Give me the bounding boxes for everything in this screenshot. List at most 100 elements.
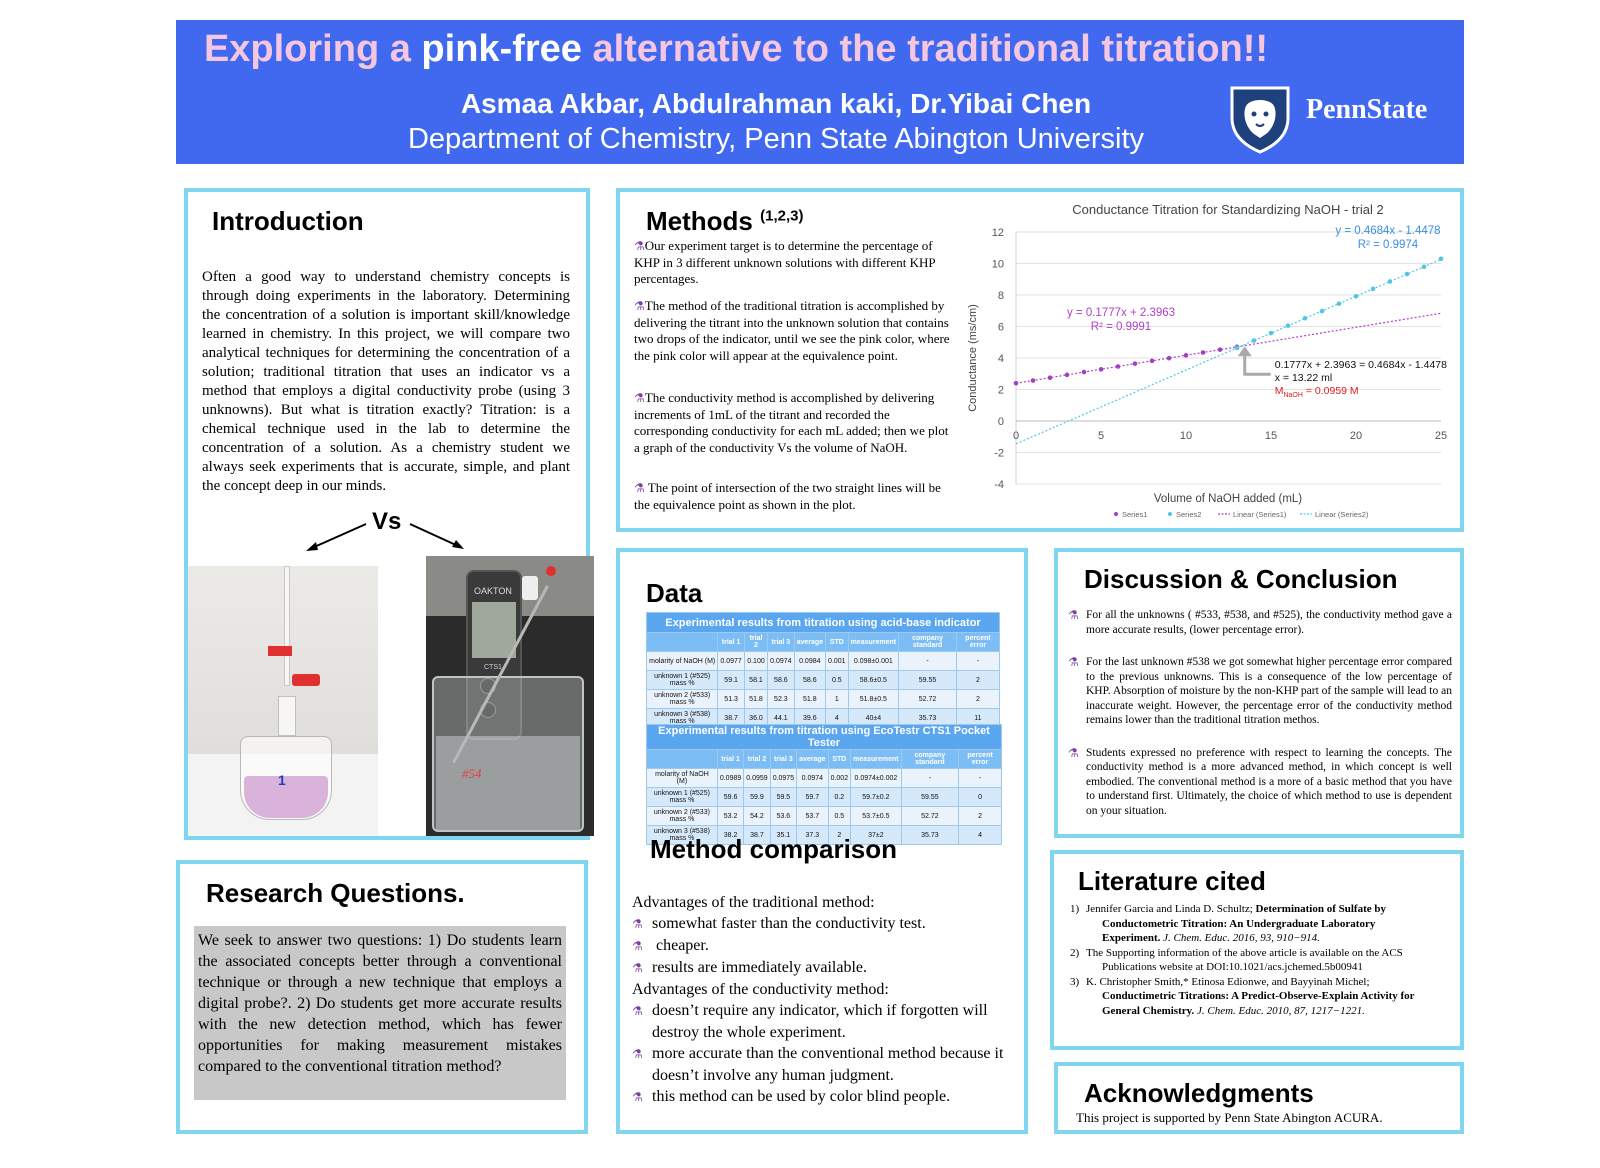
series2-point bbox=[1302, 316, 1308, 321]
table-cell: 0.2 bbox=[827, 787, 852, 807]
table-row: unknown 2 (#533) mass % 51.3 51.8 52.3 51.8… bbox=[645, 689, 1001, 709]
table-row: unknown 1 (#525) mass % 59.1 58.1 58.6 58.6… bbox=[645, 670, 1001, 690]
table-header-cell: trial 3 bbox=[767, 632, 795, 652]
table-cell: 0.001 bbox=[825, 651, 849, 671]
table-cell: 58.6±0.5 bbox=[847, 670, 900, 690]
flask-icon: ⚗ bbox=[634, 299, 645, 313]
literature-list: 1) Jennifer Garcia and Linda D. Schultz; … bbox=[1070, 902, 1436, 1018]
discussion-list: ⚗ For all the unknowns ( #533, #538, and … bbox=[1068, 608, 1452, 818]
literature-title: Literature cited bbox=[1078, 866, 1266, 896]
table-header-cell: trial 2 bbox=[743, 632, 769, 652]
x-tick-label: 20 bbox=[1350, 430, 1362, 442]
table-cell: unknown 2 (#533) mass % bbox=[645, 689, 719, 709]
annotation-arrow bbox=[1243, 352, 1271, 376]
table-cell: 37.3 bbox=[796, 825, 829, 845]
table-header-cell bbox=[645, 632, 719, 652]
table-cell: 52.72 bbox=[900, 806, 960, 826]
table-cell: 59.9 bbox=[743, 787, 771, 807]
table-cell: 53.7±0.5 bbox=[850, 806, 902, 826]
titration-flask-photo: 1 bbox=[188, 566, 378, 836]
table-cell: molarity of NaOH (M) bbox=[645, 651, 719, 671]
table-cell: 2 bbox=[958, 806, 1002, 826]
table-cell: 58.1 bbox=[743, 670, 769, 690]
table-header-cell: STD bbox=[827, 749, 852, 769]
methods-bullet-1: ⚗Our experiment target is to determine t… bbox=[634, 238, 936, 286]
flask-icon: ⚗ bbox=[1068, 608, 1079, 622]
table-cell: 0.0984 bbox=[793, 651, 827, 671]
series1-point bbox=[1047, 375, 1053, 380]
legend-marker bbox=[1114, 512, 1118, 516]
series1-point bbox=[1217, 347, 1223, 352]
y-tick-label: 6 bbox=[998, 322, 1004, 334]
discussion-panel: Discussion & Conclusion ⚗ For all the unk… bbox=[1054, 548, 1464, 838]
beaker-label: #54 bbox=[462, 766, 482, 781]
flask-label: 1 bbox=[278, 772, 286, 788]
legend-marker bbox=[1168, 512, 1172, 516]
flask-icon: ⚗ bbox=[632, 917, 643, 931]
table-cell: molarity of NaOH (M) bbox=[646, 768, 718, 788]
flask-icon: ⚗ bbox=[632, 1004, 643, 1018]
introduction-title: Introduction bbox=[212, 206, 364, 236]
data-panel: Data Experimental results from titration… bbox=[616, 548, 1028, 1134]
y-tick-label: 2 bbox=[998, 385, 1004, 397]
table-cell: 35.73 bbox=[898, 708, 957, 728]
table-header-cell: average bbox=[793, 632, 827, 652]
list-item: 3) K. Christopher Smith,* Etinosa Edionwe… bbox=[1070, 975, 1415, 1017]
table-header-cell: company standard bbox=[900, 749, 960, 769]
methods-superscript: (1,2,3) bbox=[760, 207, 804, 225]
table-cell: 0.100 bbox=[743, 651, 769, 671]
list-item: ⚗ doesn’t require any indicator, which if… bbox=[632, 1002, 988, 1041]
introduction-panel: Introduction Often a good way to underst… bbox=[184, 188, 594, 840]
table-header-cell: trial 3 bbox=[769, 749, 798, 769]
legend-label: Series1 bbox=[1122, 510, 1147, 519]
list-item: 1) Jennifer Garcia and Linda D. Schultz; … bbox=[1070, 903, 1386, 944]
series2-point bbox=[1387, 279, 1393, 284]
series2-point bbox=[1421, 264, 1427, 270]
series1-point bbox=[1081, 369, 1087, 375]
probe-brand: OAKTON bbox=[474, 586, 512, 596]
table-probe: Experimental results from titration usin… bbox=[646, 724, 1002, 845]
comparison-list: Advantages of the traditional method: ⚗ s… bbox=[632, 892, 1018, 1108]
table-cell: 0.0975 bbox=[769, 768, 798, 788]
poster-header: Exploring a pink-free alternative to the… bbox=[176, 20, 1464, 164]
annotation-arrowhead bbox=[1237, 346, 1252, 357]
series2-point bbox=[1234, 345, 1240, 351]
flask-icon: ⚗ bbox=[632, 1090, 643, 1104]
table-cell: 59.55 bbox=[900, 787, 960, 807]
legend-label: Linear (Series1) bbox=[1233, 510, 1287, 519]
list-item: ⚗ Students expressed no preference with r… bbox=[1068, 745, 1452, 817]
series2-point bbox=[1268, 330, 1274, 336]
trendline-2 bbox=[1015, 258, 1442, 445]
x-axis-label: Volume of NaOH added (mL) bbox=[1154, 493, 1302, 505]
trendline-1-r2: R² = 0.9991 bbox=[1091, 321, 1151, 333]
flask-icon: ⚗ bbox=[632, 1047, 643, 1061]
y-tick-label: -2 bbox=[994, 448, 1004, 460]
flask-icon: ⚗ bbox=[1068, 655, 1079, 669]
table-cell: 2 bbox=[955, 689, 1001, 709]
flask-icon: ⚗ bbox=[634, 391, 645, 405]
table-cell: 38.7 bbox=[743, 825, 771, 845]
table-cell: 0.0974 bbox=[796, 768, 829, 788]
table-cell: 35.1 bbox=[769, 825, 798, 845]
table-cell: 40±4 bbox=[847, 708, 900, 728]
table-cell: - bbox=[955, 651, 1001, 671]
y-tick-label: 0 bbox=[998, 416, 1004, 428]
acknowledgments-body: This project is supported by Penn State … bbox=[1076, 1110, 1383, 1125]
table-cell: 51.8±0.5 bbox=[847, 689, 900, 709]
table-cell: - bbox=[900, 768, 960, 788]
table-cell: 0.5 bbox=[825, 670, 849, 690]
series1-point bbox=[1166, 355, 1172, 361]
table-cell: 59.7 bbox=[796, 787, 829, 807]
table-header-cell: measurement bbox=[850, 749, 902, 769]
trendline-1-equation: y = 0.1777x + 2.3963 bbox=[1067, 307, 1175, 319]
department: Department of Chemistry, Penn State Abin… bbox=[407, 123, 1145, 155]
table-cell: 0.5 bbox=[827, 806, 852, 826]
research-panel: Research Questions. We seek to answer tw… bbox=[176, 860, 588, 1134]
acknowledgments-panel: Acknowledgments This project is supporte… bbox=[1054, 1062, 1464, 1134]
flask-icon: ⚗ bbox=[634, 481, 645, 495]
list-item: 2) The Supporting information of the abov… bbox=[1070, 946, 1403, 974]
series1-point bbox=[1013, 380, 1019, 386]
legend-label: Series2 bbox=[1176, 510, 1201, 519]
flask-icon: ⚗ bbox=[632, 939, 643, 953]
pennstate-logo: PennState bbox=[1228, 84, 1468, 156]
